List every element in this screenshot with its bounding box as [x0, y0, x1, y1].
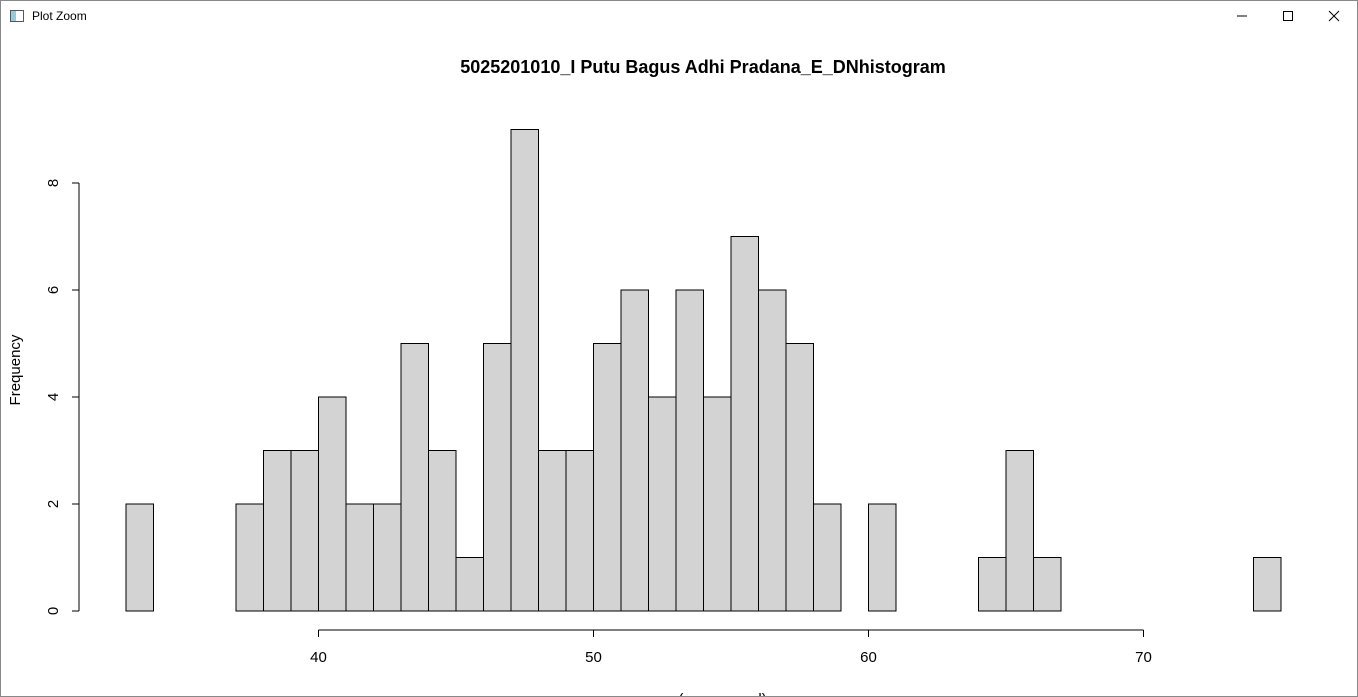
bar — [400, 343, 429, 612]
chart-title: 5025201010_I Putu Bagus Adhi Pradana_E_D… — [460, 57, 946, 77]
bar — [620, 289, 649, 612]
y-tick-label: 2 — [45, 500, 62, 508]
bar — [345, 503, 374, 612]
chart: 5025201010_I Putu Bagus Adhi Pradana_E_D… — [7, 57, 1282, 696]
x-tick-label: 40 — [310, 649, 327, 666]
x-tick-label: 50 — [585, 649, 602, 666]
minimize-button[interactable] — [1219, 1, 1265, 31]
bar — [483, 343, 512, 612]
bar — [1033, 557, 1062, 612]
app-icon — [10, 10, 24, 22]
y-tick-label: 0 — [45, 607, 62, 615]
window-controls — [1219, 1, 1357, 31]
bar — [318, 396, 347, 612]
bar — [978, 557, 1007, 612]
bar — [290, 450, 319, 612]
bar — [703, 396, 732, 612]
bar — [813, 503, 842, 612]
bar — [565, 450, 594, 612]
bar — [675, 289, 704, 612]
x-tick-label: 70 — [1135, 649, 1152, 666]
x-axis-label: rnorm(n, mean, sd) — [639, 691, 767, 696]
bar — [868, 503, 897, 612]
window-title: Plot Zoom — [32, 9, 87, 23]
bar — [235, 503, 264, 612]
bar — [785, 343, 814, 612]
title-bar: Plot Zoom — [1, 1, 1357, 31]
y-tick-label: 4 — [45, 393, 62, 401]
bar — [263, 450, 292, 612]
bar — [1253, 557, 1282, 612]
bar — [510, 129, 539, 612]
x-tick-label: 60 — [860, 649, 877, 666]
bar — [373, 503, 402, 612]
y-tick-label: 6 — [45, 286, 62, 294]
bar — [455, 557, 484, 612]
y-axis-label: Frequency — [7, 334, 24, 405]
bar — [125, 503, 154, 612]
bar — [538, 450, 567, 612]
bar — [730, 236, 759, 612]
close-button[interactable] — [1311, 1, 1357, 31]
maximize-button[interactable] — [1265, 1, 1311, 31]
bar — [758, 289, 787, 612]
bar — [428, 450, 457, 612]
y-tick-label: 8 — [45, 179, 62, 187]
bar — [593, 343, 622, 612]
bar — [1005, 450, 1034, 612]
bar — [648, 396, 677, 612]
